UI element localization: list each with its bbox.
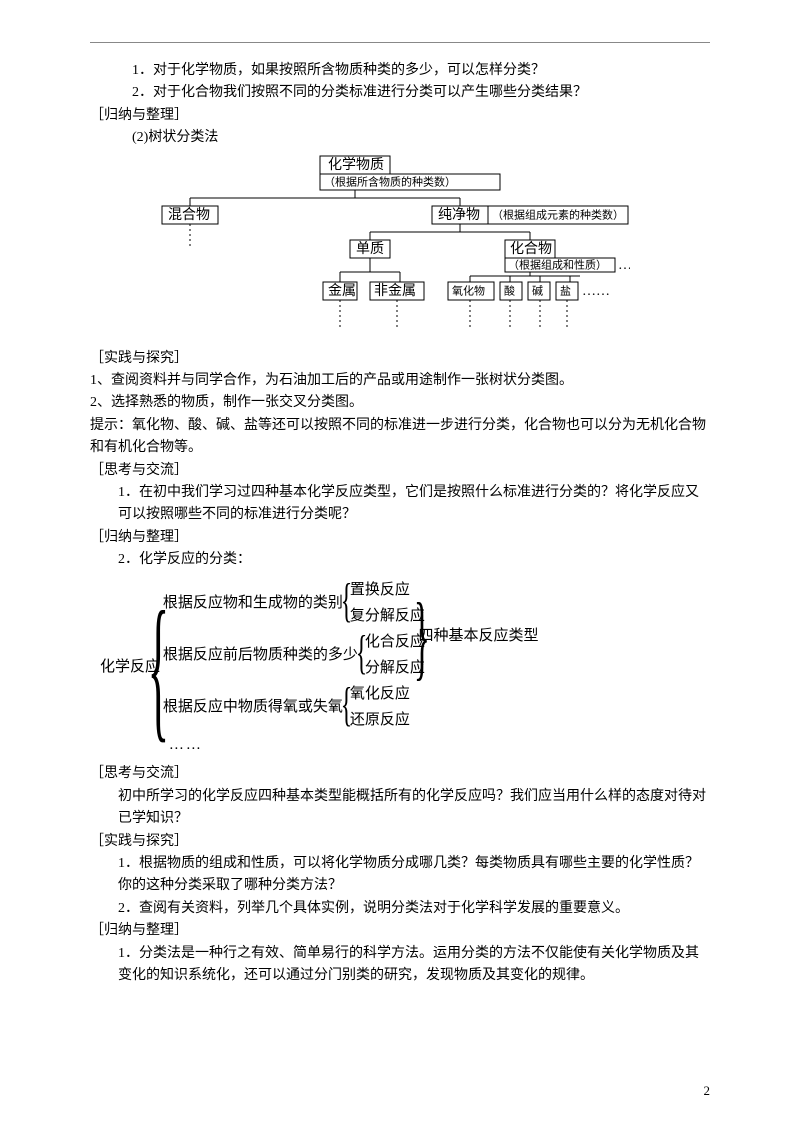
tree-l3b: 非金属 bbox=[374, 283, 416, 299]
think-item-1: 1．在初中我们学习过四种基本化学反应类型，它们是按照什么标准进行分类的？将化学反… bbox=[90, 482, 710, 527]
tree-l1a: 混合物 bbox=[168, 207, 210, 223]
tree-l3c: 氧化物 bbox=[452, 283, 485, 297]
think-item-2: 初中所学习的化学反应四种基本类型能概括所有的化学反应吗？我们应当用什么样的态度对… bbox=[90, 786, 710, 831]
tree-l1b-note: （根据组成元素的种类数） bbox=[492, 207, 624, 221]
tree-l2a: 单质 bbox=[356, 241, 384, 257]
header-rule bbox=[90, 42, 710, 43]
tree-l3e: 碱 bbox=[532, 284, 543, 297]
question-1: 1．对于化学物质，如果按照所含物质种类的多少，可以怎样分类？ bbox=[90, 60, 710, 82]
reaction-diagram: 化学反应 { 根据反应物和生成物的类别 { 置换反应 复分解反应 根据反应前后物… bbox=[100, 577, 710, 757]
reaction-ellipsis: …… bbox=[163, 733, 425, 757]
question-2: 2．对于化合物我们按照不同的分类标准进行分类可以产生哪些分类结果？ bbox=[90, 82, 710, 104]
practice2-item-1: 1．根据物质的组成和性质，可以将化学物质分成哪几类？每类物质具有哪些主要的化学性… bbox=[90, 853, 710, 898]
tree-l1b: 纯净物 bbox=[438, 207, 480, 223]
practice-hint: 提示：氧化物、酸、碱、盐等还可以按照不同的标准进一步进行分类，化合物也可以分为无… bbox=[90, 415, 710, 460]
summary3-text: 1．分类法是一种行之有效、简单易行的科学方法。运用分类的方法不仅能使有关化学物质… bbox=[90, 943, 710, 988]
section-practice-2: ［实践与探究］ bbox=[90, 831, 710, 853]
practice-item-2: 2、选择熟悉的物质，制作一张交叉分类图。 bbox=[90, 392, 710, 414]
tree-l3d: 酸 bbox=[504, 283, 515, 297]
practice-item-1: 1、查阅资料并与同学合作，为石油加工后的产品或用途制作一张树状分类图。 bbox=[90, 370, 710, 392]
section-think-1: ［思考与交流］ bbox=[90, 460, 710, 482]
tree-method-label: (2)树状分类法 bbox=[90, 127, 710, 149]
tree-root-note: （根据所含物质的种类数） bbox=[324, 174, 456, 188]
tree-l2b-note: （根据组成和性质） bbox=[508, 257, 607, 271]
tree-l3f: 盐 bbox=[560, 284, 571, 297]
tree-diagram: 化学物质 （根据所含物质的种类数） 混合物 纯净物 （根据组成元素的种类数） 单… bbox=[150, 154, 630, 344]
section-think-2: ［思考与交流］ bbox=[90, 763, 710, 785]
tree-l3a: 金属 bbox=[328, 283, 356, 299]
reaction-mid1: 根据反应物和生成物的类别 bbox=[163, 591, 343, 615]
reaction-mid3: 根据反应中物质得氧或失氧 bbox=[163, 695, 343, 719]
page-number: 2 bbox=[704, 1081, 711, 1102]
practice2-item-2: 2．查阅有关资料，列举几个具体实例，说明分类法对于化学科学发展的重要意义。 bbox=[90, 898, 710, 920]
section-summary-2: ［归纳与整理］ bbox=[90, 527, 710, 549]
tree-dots-1: …… bbox=[618, 258, 630, 273]
section-practice-1: ［实践与探究］ bbox=[90, 348, 710, 370]
section-summary-3: ［归纳与整理］ bbox=[90, 920, 710, 942]
reaction-s3a: 氧化反应 bbox=[350, 681, 410, 707]
tree-dots-2: …… bbox=[582, 284, 610, 299]
reaction-s3b: 还原反应 bbox=[350, 707, 410, 733]
section-summary-1: ［归纳与整理］ bbox=[90, 105, 710, 127]
tree-root: 化学物质 bbox=[328, 157, 384, 173]
reaction-note: 四种基本反应类型 bbox=[419, 624, 539, 648]
tree-l2b: 化合物 bbox=[510, 241, 552, 257]
reaction-mid2: 根据反应前后物质种类的多少 bbox=[163, 643, 358, 667]
reaction-title: 2．化学反应的分类： bbox=[90, 549, 710, 571]
